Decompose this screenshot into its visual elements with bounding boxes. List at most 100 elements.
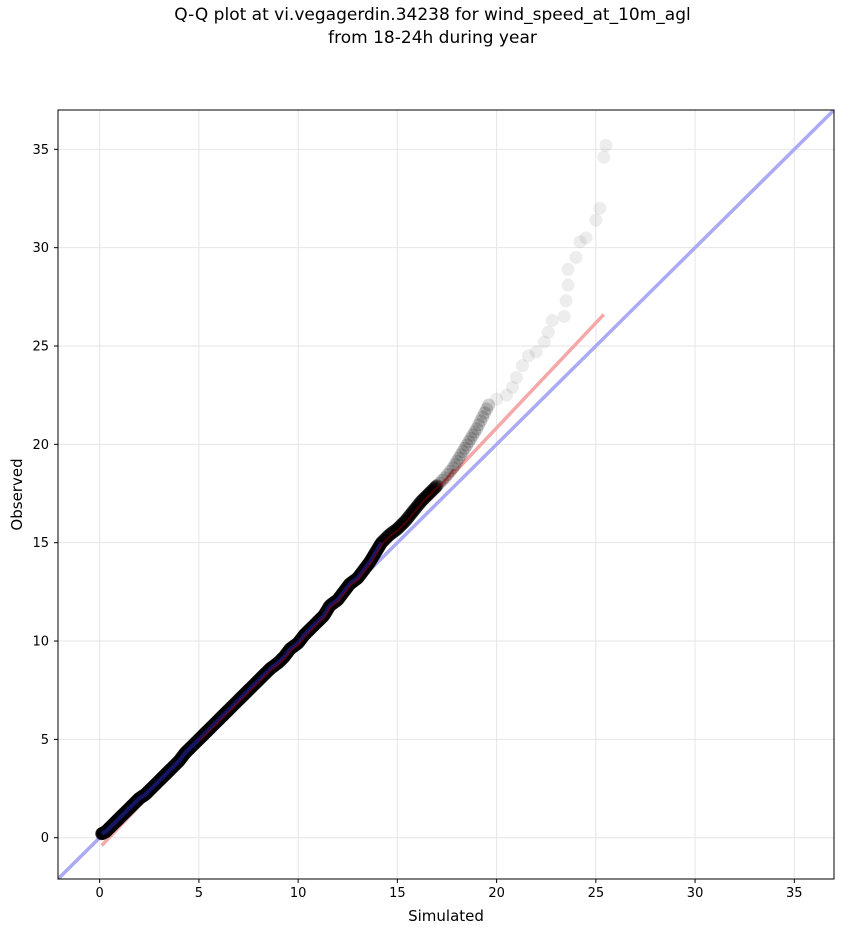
qq-point	[500, 388, 514, 402]
chart-subtitle: from 18-24h during year	[328, 28, 537, 48]
qq-point	[424, 485, 438, 499]
qq-point	[394, 519, 408, 533]
qq-point	[573, 235, 587, 249]
qq-point	[460, 438, 474, 452]
chart-title: Q-Q plot at vi.vegagerdin.34238 for wind…	[174, 5, 691, 25]
y-tick-label: 35	[32, 143, 49, 158]
qq-point	[482, 398, 496, 412]
qq-point	[509, 370, 523, 384]
qq-point	[428, 480, 442, 494]
y-tick-label: 0	[41, 831, 49, 846]
qq-point	[429, 479, 443, 493]
qq-point	[384, 527, 398, 541]
qq-point	[425, 484, 439, 498]
qq-point	[417, 492, 431, 506]
qq-point	[545, 313, 559, 327]
qq-point	[428, 481, 442, 495]
grid	[58, 110, 834, 879]
qq-point	[413, 495, 427, 509]
qq-point	[537, 335, 551, 349]
qq-point	[435, 473, 449, 487]
qq-point	[380, 530, 394, 544]
qq-point	[417, 491, 431, 505]
qq-point	[454, 448, 468, 462]
qq-point	[398, 515, 412, 529]
qq-point	[382, 528, 396, 542]
qq-point	[515, 359, 529, 373]
qq-point	[452, 451, 466, 465]
qq-point	[427, 482, 441, 496]
qq-point	[395, 517, 409, 531]
axis-ticks: 0 5 10 15 20 25 30 35 0 5 10 15 20 25 30 35	[32, 143, 802, 901]
qq-point	[379, 531, 393, 545]
x-tick-label: 10	[290, 886, 307, 901]
x-tick-label: 0	[96, 886, 104, 901]
qq-point	[448, 458, 462, 472]
y-tick-label: 10	[32, 635, 49, 650]
x-tick-label: 35	[786, 886, 803, 901]
qq-point	[529, 345, 543, 359]
x-tick-label: 25	[588, 886, 605, 901]
qq-point	[462, 435, 476, 449]
qq-point	[521, 349, 535, 363]
qq-point	[415, 494, 429, 508]
x-tick-label: 30	[687, 886, 704, 901]
qq-point	[470, 422, 484, 436]
qq-point	[490, 392, 504, 406]
qq-point	[599, 138, 613, 152]
qq-point	[476, 410, 490, 424]
qq-point	[421, 487, 435, 501]
qq-point	[561, 262, 575, 276]
x-axis-label: Simulated	[408, 907, 484, 925]
qq-point	[474, 414, 488, 428]
x-tick-label: 5	[195, 886, 203, 901]
qq-point	[478, 406, 492, 420]
qq-point	[416, 493, 430, 507]
qq-point	[394, 518, 408, 532]
qq-point	[593, 201, 607, 215]
qq-point	[450, 454, 464, 468]
qq-point	[464, 431, 478, 445]
qq-point	[396, 516, 410, 530]
plot-frame	[57, 109, 835, 880]
qq-point	[569, 251, 583, 265]
qq-point	[420, 489, 434, 503]
qq-point	[426, 483, 440, 497]
qq-point	[466, 428, 480, 442]
y-tick-label: 5	[41, 733, 49, 748]
qq-point	[381, 529, 395, 543]
qq-point	[541, 325, 555, 339]
y-tick-label: 25	[32, 340, 49, 355]
qq-point	[443, 464, 457, 478]
qq-point	[414, 494, 428, 508]
y-tick-label: 30	[32, 241, 49, 256]
qq-point	[433, 476, 447, 490]
x-tick-label: 15	[389, 886, 406, 901]
plot-area	[58, 110, 834, 879]
qq-point	[472, 418, 486, 432]
dense-trace-blue	[100, 541, 384, 836]
qq-point	[589, 213, 603, 227]
qq-point	[430, 479, 444, 493]
qq-point	[458, 441, 472, 455]
y-tick-label: 15	[32, 536, 49, 551]
chart-title-block: Q-Q plot at vi.vegagerdin.34238 for wind…	[0, 4, 843, 50]
qq-point	[597, 150, 611, 164]
qq-point	[382, 529, 396, 543]
qq-point	[559, 294, 573, 308]
qq-point	[378, 532, 392, 546]
dense-trace-red	[199, 468, 455, 742]
qq-point	[397, 516, 411, 530]
qq-point	[392, 520, 406, 534]
qq-point	[480, 402, 494, 416]
x-tick-label: 20	[488, 886, 505, 901]
y-axis-label: Observed	[8, 458, 26, 530]
qq-point	[579, 231, 593, 245]
qq-point	[425, 483, 439, 497]
qq-point	[468, 425, 482, 439]
qq-point	[422, 487, 436, 501]
qq-point	[423, 486, 437, 500]
qq-point	[561, 278, 575, 292]
qq-point	[505, 380, 519, 394]
